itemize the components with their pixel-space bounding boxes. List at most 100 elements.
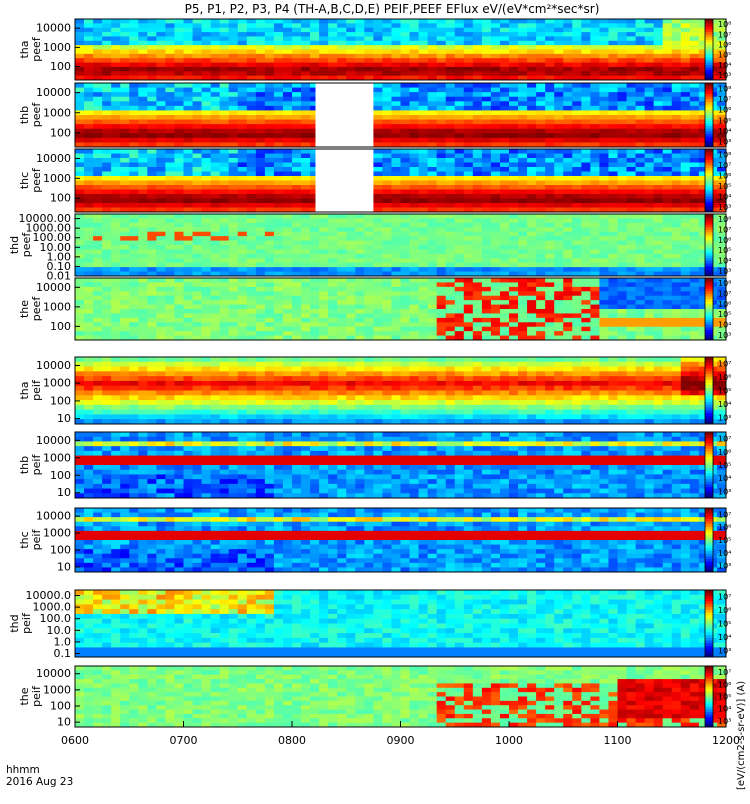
y-tick-label: 10000 [36,510,71,523]
colorbar-tick-label: 10⁸ [718,215,731,224]
colorbar-tick-label: 10⁷ [718,226,731,235]
y-tick-label: 1000 [43,106,71,119]
panel-label: peif [20,612,33,634]
colorbar-tick-label: 10⁴ [718,257,731,266]
panel-label: peef [30,102,43,128]
colorbar-tick-label: 10⁶ [718,300,731,309]
y-tick-label: 10000 [36,281,71,294]
panel-label: peif [30,379,43,401]
y-tick-label: 10000 [36,86,71,99]
colorbar-tick-label: 10³ [718,413,731,422]
colorbar-tick-label: 10⁸ [718,150,731,159]
chart-title: P5, P1, P2, P3, P4 (TH-A,B,C,D,E) PEIF,P… [185,2,600,16]
panel-thd-peef: 10000.001000.00100.0010.001.000.100.01th… [8,212,731,282]
colorbar-tick-label: 10⁵ [718,693,731,702]
colorbar-tick-label: 10⁷ [718,668,731,677]
x-tick-label: 0800 [278,734,306,747]
x-tick-label: 1100 [604,734,632,747]
colorbar-tick-label: 10⁷ [718,593,731,602]
colorbar-tick-label: 10⁷ [718,95,731,104]
y-tick-label: 100 [50,320,71,333]
colorbar-tick-label: 10⁶ [718,236,731,245]
colorbar-tick-label: 10³ [718,203,731,212]
colorbar-tick-label: 10⁴ [718,321,731,330]
y-tick-label: 10000 [36,434,71,447]
colorbar-tick-label: 10⁸ [718,20,731,29]
y-tick-label: 100 [50,60,71,73]
colorbar-tick-label: 10⁶ [718,106,731,115]
x-axis-label-hhmm: hhmm [6,764,40,776]
colorbar-tick-label: 10³ [718,646,731,655]
colorbar-tick-label: 10⁴ [718,633,731,642]
colorbar-units-label: [eV/(cm2-s-sr-eV)] (A) [736,681,747,790]
y-tick-label: 100 [50,394,71,407]
colorbar-tick-label: 10⁶ [718,373,731,382]
colorbar-tick-label: 10³ [718,331,731,340]
colorbar-tick-label: 10⁴ [718,61,731,70]
y-tick-label: 1000 [43,451,71,464]
y-tick-label: 0.1 [54,647,72,660]
y-tick-label: 10 [57,486,71,499]
y-tick-label: 10 [57,560,71,573]
y-tick-label: 100 [50,543,71,556]
colorbar-tick-label: 10⁵ [718,182,731,191]
y-tick-label: 10000 [36,152,71,165]
y-tick-label: 10000 [36,22,71,35]
colorbar-tick-label: 10⁶ [718,606,731,615]
panel-label: peef [30,167,43,193]
panel-label: peef [20,232,33,258]
y-tick-label: 10000 [36,667,71,680]
y-tick-label: 1000 [43,300,71,313]
colorbar-tick-label: 10⁵ [718,116,731,125]
colorbar-tick-label: 10⁵ [718,536,731,545]
panel-label: peif [30,685,43,707]
colorbar-tick-label: 10⁵ [718,387,731,396]
y-tick-label: 1000 [43,527,71,540]
panel-label: peef [30,36,43,62]
x-axis-label-date: 2016 Aug 23 [6,776,73,788]
colorbar-tick-label: 10⁷ [718,360,731,369]
y-tick-label: 100 [50,192,71,205]
colorbar-tick-label: 10³ [718,717,731,726]
y-tick-label: 10 [57,412,71,425]
panel-label: peif [30,454,43,476]
colorbar-tick-label: 10³ [718,138,731,147]
colorbar-tick-label: 10⁵ [718,246,731,255]
colorbar-tick-label: 10⁶ [718,523,731,532]
x-tick-label: 0900 [387,734,415,747]
colorbar-tick-label: 10⁸ [718,84,731,93]
y-tick-label: 10000 [36,359,71,372]
x-tick-label: 0600 [61,734,89,747]
colorbar-tick-label: 10⁷ [718,30,731,39]
colorbar-tick-label: 10⁵ [718,461,731,470]
data-gap [316,83,374,147]
colorbar-tick-label: 10³ [718,71,731,80]
colorbar-tick-label: 10⁶ [718,680,731,689]
colorbar-tick-label: 10⁷ [718,435,731,444]
colorbar-tick-label: 10⁵ [718,51,731,60]
colorbar-tick-label: 10⁶ [718,171,731,180]
colorbar-tick-label: 10⁸ [718,279,731,288]
colorbar-tick-label: 10⁶ [718,40,731,49]
y-tick-label: 100 [50,699,71,712]
colorbar-tick-label: 10⁴ [718,549,731,558]
colorbar-tick-label: 10⁴ [718,705,731,714]
colorbar-tick-label: 10⁷ [718,161,731,170]
colorbar-tick-label: 10⁴ [718,474,731,483]
y-tick-label: 1000 [43,377,71,390]
colorbar-tick-label: 10⁶ [718,448,731,457]
panel-label: peif [30,529,43,551]
x-tick-label: 1000 [495,734,523,747]
